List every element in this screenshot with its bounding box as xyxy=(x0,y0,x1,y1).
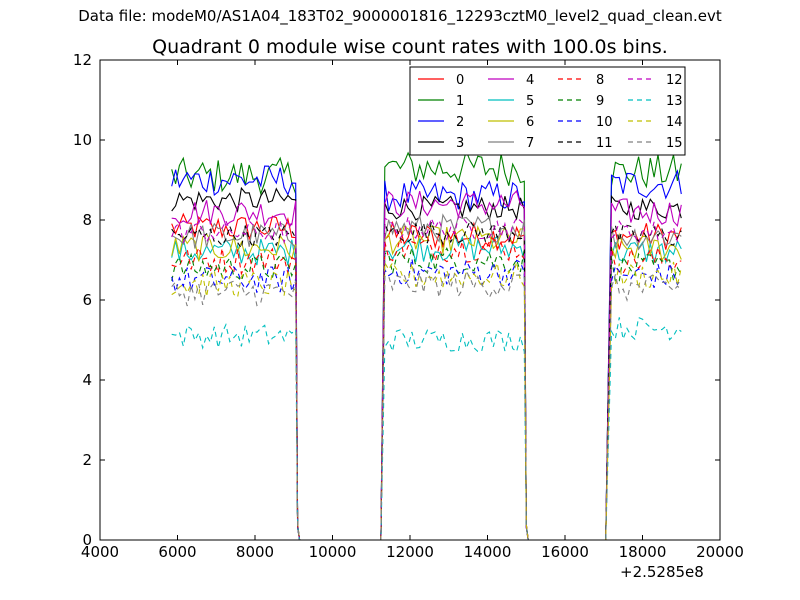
figure-suptitle: Data file: modeM0/AS1A04_183T02_90000018… xyxy=(78,7,722,25)
x-tick-label: 14000 xyxy=(464,543,512,561)
x-axis-offset-label: +2.5285e8 xyxy=(620,563,704,581)
legend-label: 5 xyxy=(526,94,534,109)
series-line-5 xyxy=(171,232,682,541)
y-tick-label: 12 xyxy=(73,51,92,69)
series-lines xyxy=(171,149,682,541)
legend-label: 1 xyxy=(456,94,464,109)
x-tick-label: 20000 xyxy=(696,543,744,561)
y-tick-label: 0 xyxy=(82,531,92,549)
series-line-1 xyxy=(171,149,682,541)
series-line-12 xyxy=(171,216,682,541)
legend-label: 14 xyxy=(666,115,683,130)
x-tick-label: 8000 xyxy=(236,543,274,561)
series-line-13 xyxy=(171,316,682,541)
legend-label: 2 xyxy=(456,115,464,130)
y-tick-label: 2 xyxy=(82,451,92,469)
series-line-14 xyxy=(171,260,682,541)
series-line-9 xyxy=(171,247,682,541)
y-tick-label: 4 xyxy=(82,371,92,389)
legend-box xyxy=(409,66,686,156)
series-line-7 xyxy=(171,213,682,541)
series-line-8 xyxy=(171,236,682,541)
legend-label: 7 xyxy=(526,136,534,151)
legend-label: 4 xyxy=(526,73,534,88)
chart-title: Quadrant 0 module wise count rates with … xyxy=(152,36,668,58)
legend-label: 9 xyxy=(596,94,604,109)
legend-label: 12 xyxy=(666,73,683,88)
series-line-0 xyxy=(171,212,682,541)
y-tick-label: 6 xyxy=(82,291,92,309)
y-tick-label: 8 xyxy=(82,211,92,229)
x-tick-label: 6000 xyxy=(158,543,196,561)
legend-label: 0 xyxy=(456,73,464,88)
axis-ticks: 4000 6000 8000 10000 12000 14000 16000 18000 200… xyxy=(73,51,744,561)
x-tick-label: 18000 xyxy=(619,543,667,561)
x-tick-label: 12000 xyxy=(386,543,434,561)
legend-label: 3 xyxy=(456,136,464,151)
legend-label: 11 xyxy=(596,136,613,151)
series-line-6 xyxy=(171,225,682,541)
legend-label: 6 xyxy=(526,115,534,130)
series-line-15 xyxy=(171,269,682,541)
x-tick-label: 4000 xyxy=(81,543,119,561)
x-tick-label: 16000 xyxy=(541,543,589,561)
series-line-11 xyxy=(171,219,682,541)
legend-label: 13 xyxy=(666,94,683,109)
y-tick-label: 10 xyxy=(73,131,92,149)
series-line-10 xyxy=(171,258,682,541)
legend-label: 8 xyxy=(596,73,604,88)
legend-label: 10 xyxy=(596,115,613,130)
x-tick-label: 10000 xyxy=(309,543,357,561)
series-line-2 xyxy=(171,165,682,541)
legend-label: 15 xyxy=(666,136,683,151)
